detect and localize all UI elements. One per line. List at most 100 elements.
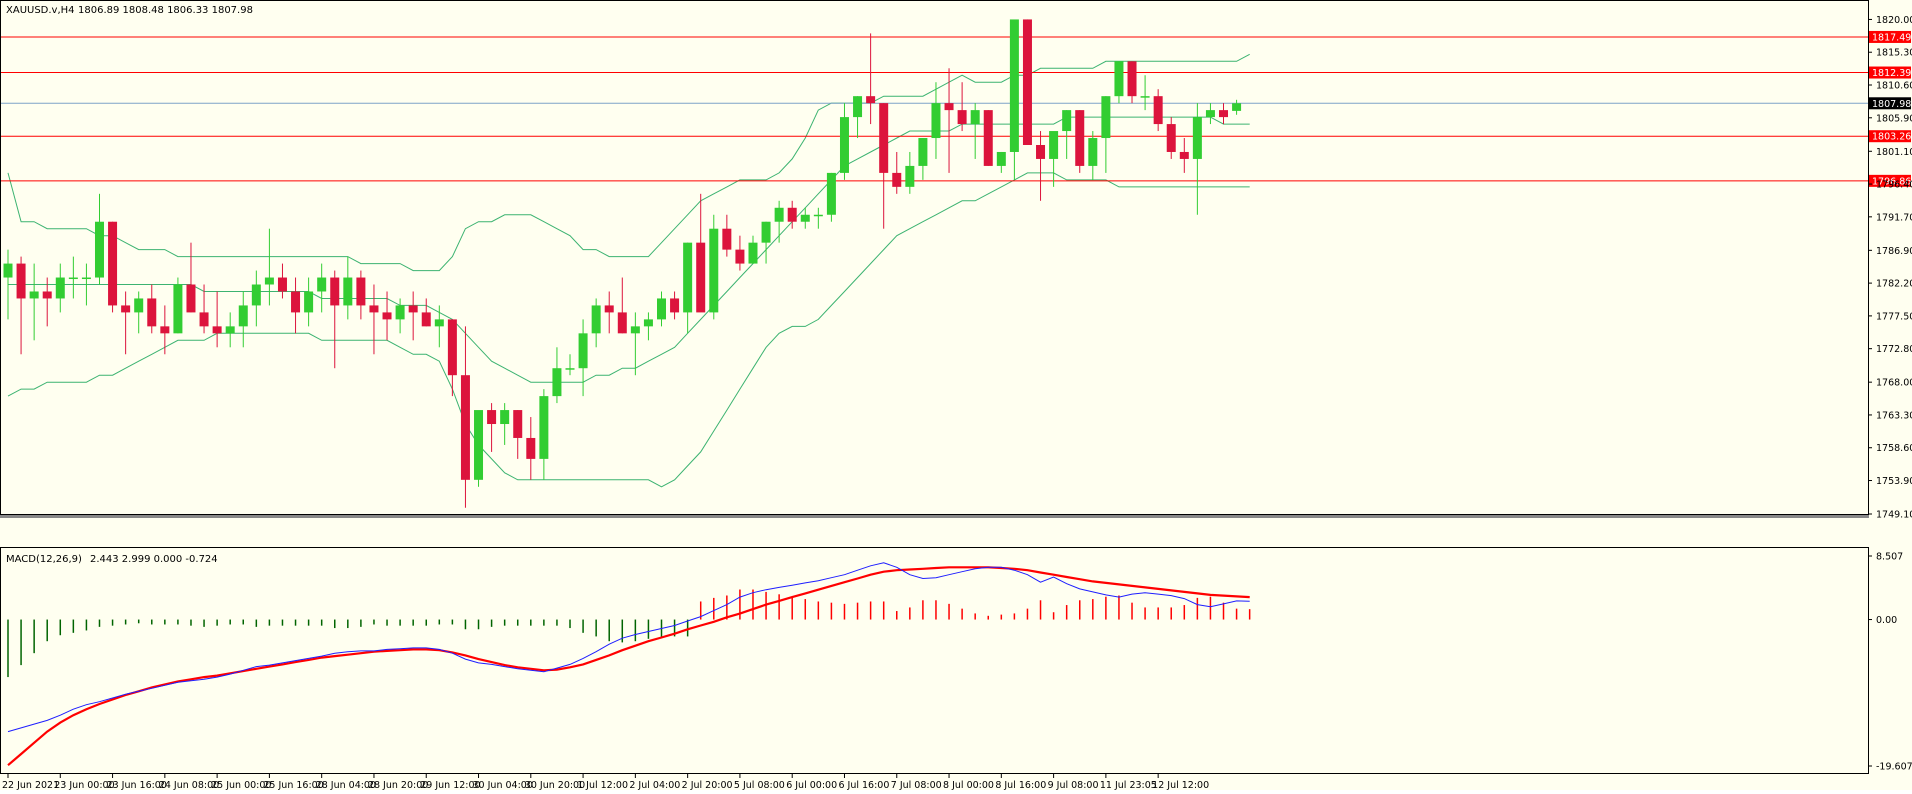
current-price-tag <box>1869 97 1911 110</box>
candle-body <box>317 277 327 292</box>
candle-body <box>447 319 457 376</box>
bear-candle <box>42 277 52 327</box>
candle-body <box>81 277 91 280</box>
level-price-label: 1803.26 <box>1872 132 1911 143</box>
candle-body <box>879 103 889 173</box>
candle-body <box>552 368 562 397</box>
candle-body <box>1127 61 1137 97</box>
time-axis-label: 2 Jul 20:00 <box>682 780 733 790</box>
time-axis-label: 30 Jun 04:00 <box>473 780 533 790</box>
bear-candle <box>160 305 170 355</box>
candle-body <box>16 263 26 299</box>
level-price-tag <box>1869 174 1911 187</box>
candle-body <box>1192 117 1202 159</box>
time-axis-label: 11 Jul 23:05 <box>1100 780 1157 790</box>
candle-body <box>264 277 274 285</box>
bull-candle <box>918 138 928 180</box>
time-axis-label: 22 Jun 2021 <box>2 780 59 790</box>
bear-candle <box>421 298 431 327</box>
candle-body <box>1140 96 1150 98</box>
candle-body <box>944 103 954 111</box>
bull-candle <box>68 256 78 299</box>
bull-candle <box>1114 61 1124 104</box>
bear-candle <box>787 200 797 229</box>
bull-candle <box>683 242 693 334</box>
candle-body <box>500 410 510 425</box>
bull-candle <box>474 410 484 487</box>
bear-candle <box>1036 131 1046 201</box>
time-axis-label: 24 Jun 08:00 <box>159 780 219 790</box>
candle-body <box>709 228 719 313</box>
bollinger-upper-band <box>7 53 1250 272</box>
macd-signal-line <box>7 566 1250 767</box>
candle-body <box>604 305 614 313</box>
bull-candle <box>1009 19 1019 180</box>
bear-candle <box>1166 117 1176 159</box>
time-axis-label: 25 Jun 00:00 <box>211 780 271 790</box>
bull-candle <box>539 389 549 480</box>
candle-body <box>304 291 314 313</box>
bear-candle <box>1153 89 1163 132</box>
candle-body <box>761 221 771 243</box>
bull-candle <box>970 103 980 159</box>
candle-body <box>1219 110 1229 118</box>
bull-candle <box>996 151 1006 173</box>
macd-axis-label: 8.507 <box>1876 552 1903 563</box>
candle-body <box>539 396 549 459</box>
bear-candle <box>1179 138 1189 173</box>
bull-candle <box>709 214 719 320</box>
bull-candle <box>1088 131 1098 180</box>
price-axis-label: 1786.90 <box>1876 246 1912 257</box>
bear-candle <box>722 214 732 257</box>
time-axis-label: 8 Jul 00:00 <box>943 780 994 790</box>
bull-candle <box>578 319 588 397</box>
candle-body <box>1101 96 1111 139</box>
bear-candle <box>526 417 536 480</box>
level-price-label: 1817.49 <box>1872 32 1911 43</box>
candle-body <box>578 333 588 369</box>
bull-candle <box>29 263 39 341</box>
price-chart-title: XAUUSD.v,H4 <box>6 5 75 16</box>
candle-body <box>460 375 470 480</box>
candle-body <box>826 172 836 215</box>
candle-body <box>212 326 222 334</box>
bear-candle <box>1127 61 1137 104</box>
candle-body <box>774 207 784 222</box>
price-axis-label: 1777.50 <box>1876 311 1912 322</box>
bear-candle <box>696 193 706 313</box>
candle-body <box>931 103 941 139</box>
bear-candle <box>670 291 680 320</box>
price-axis-label: 1805.90 <box>1876 113 1912 124</box>
price-axis-label: 1758.60 <box>1876 443 1912 454</box>
bull-candle <box>630 312 640 376</box>
candle-body <box>1153 96 1163 125</box>
pane-separator <box>0 515 1869 518</box>
bear-candle <box>447 319 457 397</box>
candle-body <box>121 305 131 313</box>
candle-body <box>905 165 915 187</box>
bear-candle <box>983 110 993 166</box>
candle-body <box>251 284 261 306</box>
time-axis-label: 9 Jul 08:00 <box>1048 780 1099 790</box>
bull-candle <box>304 277 314 327</box>
candle-body <box>147 298 157 327</box>
bull-candle <box>343 256 353 320</box>
bear-candle <box>121 291 131 355</box>
bull-candle <box>552 347 562 404</box>
level-price-tag <box>1869 130 1911 143</box>
candle-body <box>173 284 183 334</box>
candle-body <box>343 277 353 306</box>
candle-body <box>800 214 810 222</box>
level-price-label: 1796.86 <box>1872 176 1911 187</box>
candle-body <box>421 312 431 327</box>
candle-body <box>134 298 144 313</box>
macd-readout: 2.443 2.999 0.000 -0.724 <box>90 554 218 565</box>
candle-body <box>839 117 849 173</box>
candle-body <box>1062 110 1072 132</box>
bull-candle <box>826 172 836 222</box>
time-axis-label: 1 Jul 12:00 <box>577 780 628 790</box>
bear-candle <box>487 403 497 452</box>
bull-candle <box>839 103 849 180</box>
